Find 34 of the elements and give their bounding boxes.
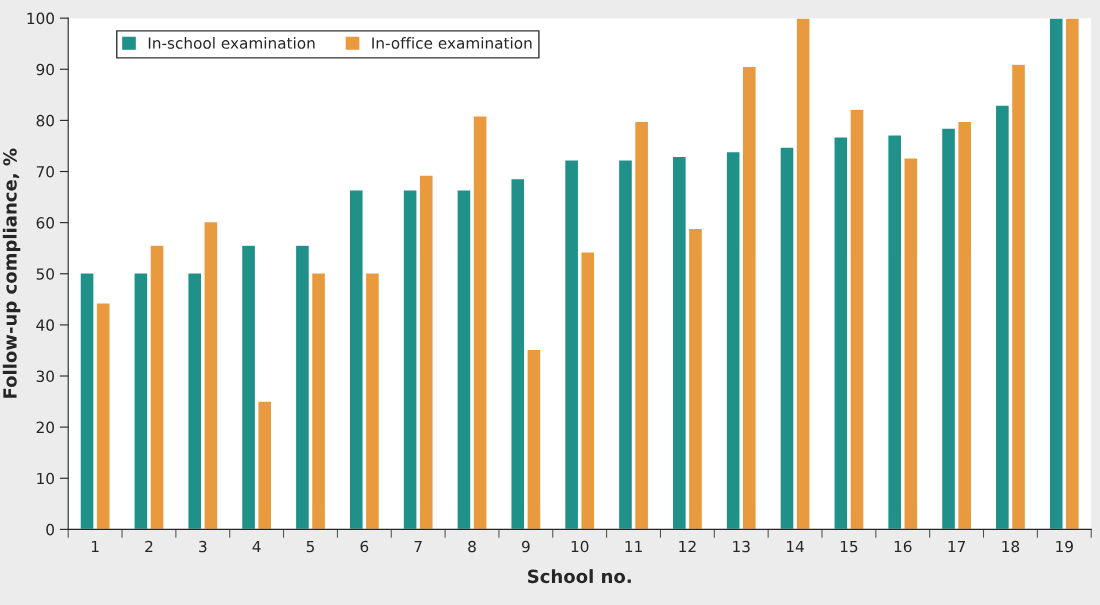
y-tick-label: 10: [37, 472, 54, 485]
x-tick-label: 1: [91, 540, 99, 553]
x-tick-label: 19: [1056, 540, 1073, 553]
x-tick-label: 14: [787, 540, 804, 553]
legend-label: In-office examination: [372, 37, 532, 49]
y-tick-label: 100: [27, 12, 54, 25]
x-tick-label: 6: [360, 540, 369, 553]
y-tick-label: 50: [36, 268, 54, 280]
x-tick-label: 9: [521, 540, 530, 553]
y-tick-label: 60: [36, 217, 54, 229]
y-tick-label: 30: [36, 370, 54, 383]
x-tick-label: 13: [733, 540, 750, 553]
x-tick-label: 10: [571, 540, 589, 553]
legend-label: In-school examination: [148, 37, 315, 49]
x-tick-label: 7: [414, 540, 422, 553]
x-tick-label: 16: [894, 540, 912, 553]
x-tick-label: 8: [468, 540, 476, 553]
x-tick-label: 5: [306, 540, 315, 553]
y-tick-label: 80: [36, 114, 54, 127]
y-tick-label: 20: [36, 421, 54, 434]
y-axis-title: Follow-up compliance, %: [2, 148, 21, 398]
x-tick-label: 4: [252, 540, 261, 553]
x-tick-label: 2: [145, 540, 153, 553]
x-tick-label: 15: [840, 540, 858, 553]
y-tick-label: 70: [36, 165, 54, 178]
y-tick-label: 40: [36, 319, 54, 331]
x-tick-label: 12: [679, 540, 696, 553]
y-tick-label: 0: [46, 523, 54, 536]
x-tick-label: 17: [948, 540, 966, 553]
x-tick-label: 18: [1002, 540, 1020, 553]
x-tick-label: 3: [199, 540, 207, 553]
x-axis-title: School no.: [528, 569, 631, 584]
y-tick-label: 90: [36, 63, 54, 76]
x-tick-label: 11: [625, 540, 642, 553]
